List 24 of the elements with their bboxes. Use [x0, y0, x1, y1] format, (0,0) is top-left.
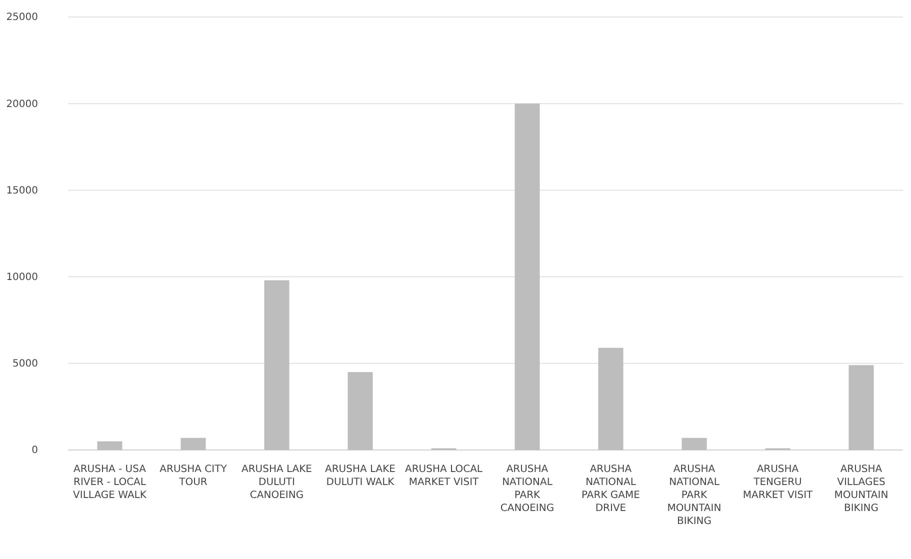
x-tick-label: ARUSHA NATIONAL PARK CANOEING — [500, 464, 554, 514]
bar — [514, 104, 540, 450]
x-tick-label: ARUSHA NATIONAL PARK MOUNTAIN BIKING — [667, 464, 722, 527]
y-tick-label: 15000 — [6, 185, 38, 196]
bar — [848, 365, 874, 450]
x-tick-label: ARUSHA - USA RIVER - LOCAL VILLAGE WALK — [73, 464, 147, 501]
x-tick-label: ARUSHA TENGERU MARKET VISIT — [742, 464, 814, 501]
bar — [682, 438, 707, 450]
bar — [598, 348, 624, 450]
x-tick-label: ARUSHA LOCAL MARKET VISIT — [405, 464, 483, 488]
bar — [264, 280, 290, 450]
y-tick-label: 10000 — [6, 272, 38, 283]
bar — [180, 438, 206, 450]
bar — [97, 441, 122, 450]
bar — [348, 372, 373, 450]
x-tick-label: ARUSHA CITY TOUR — [160, 464, 228, 488]
x-tick-label: ARUSHA NATIONAL PARK GAME DRIVE — [582, 464, 640, 514]
y-tick-label: 20000 — [6, 98, 38, 110]
x-tick-label: ARUSHA LAKE DULUTI WALK — [324, 464, 396, 488]
x-tick-label: ARUSHA LAKE DULUTI CANOEING — [241, 464, 312, 501]
y-tick-label: 0 — [32, 445, 38, 456]
y-tick-label: 5000 — [12, 358, 38, 370]
x-tick-label: ARUSHA VILLAGES MOUNTAIN BIKING — [834, 464, 888, 514]
y-tick-label: 25000 — [6, 12, 38, 24]
